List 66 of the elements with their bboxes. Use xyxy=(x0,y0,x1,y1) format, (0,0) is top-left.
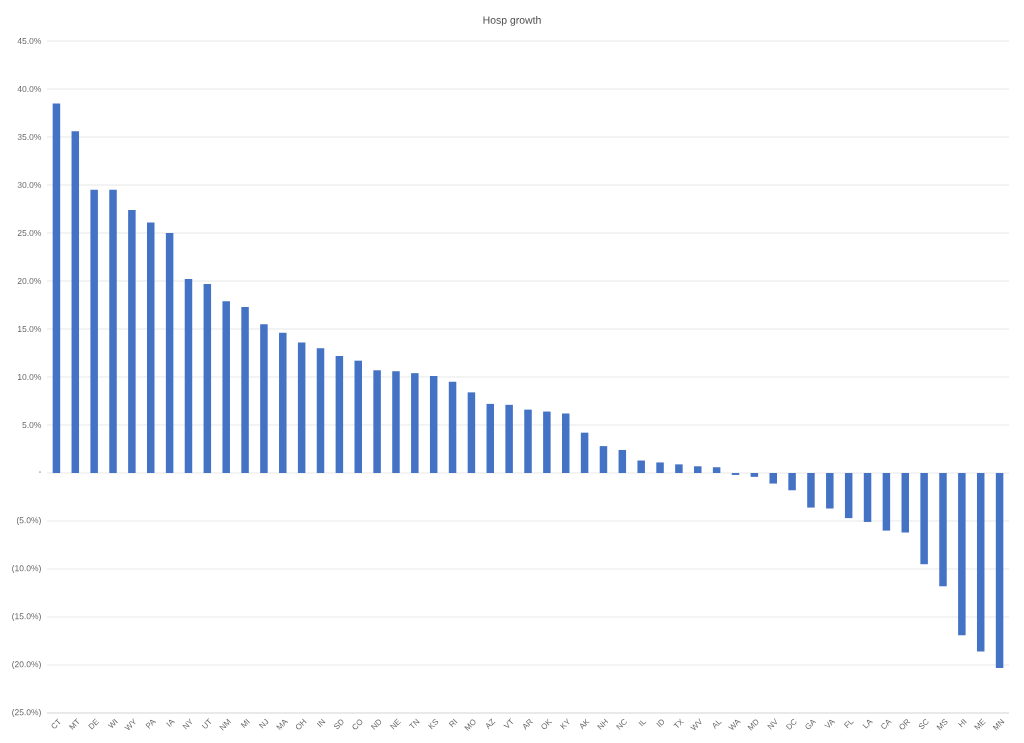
y-tick-label: (20.0%) xyxy=(12,661,41,669)
bar xyxy=(524,409,532,473)
bar xyxy=(656,462,664,473)
y-tick-label: 10.0% xyxy=(17,374,42,380)
bar xyxy=(203,283,212,473)
bar xyxy=(561,413,570,473)
bar xyxy=(505,404,513,473)
bar xyxy=(241,306,249,473)
bar xyxy=(147,222,155,473)
bar xyxy=(71,131,80,473)
chart-title: Hosp growth xyxy=(483,16,541,26)
bar xyxy=(580,432,589,473)
bar xyxy=(184,279,193,473)
bar xyxy=(222,301,230,473)
bar xyxy=(976,473,985,652)
bar xyxy=(52,103,61,473)
bar xyxy=(354,360,362,473)
y-tick-label: 25.0% xyxy=(17,230,42,236)
bar xyxy=(316,348,325,473)
bar xyxy=(863,473,872,522)
bar xyxy=(411,373,419,473)
bar xyxy=(750,473,759,477)
bar xyxy=(335,355,344,473)
bar xyxy=(260,324,268,473)
bar xyxy=(882,473,891,531)
bar xyxy=(712,467,721,473)
bar xyxy=(769,473,777,484)
bar xyxy=(429,376,438,473)
bar xyxy=(958,473,966,636)
bar xyxy=(486,403,495,473)
bar xyxy=(995,473,1004,668)
bar xyxy=(939,473,947,587)
bar xyxy=(599,446,608,473)
bar xyxy=(165,233,174,473)
bar xyxy=(392,371,400,473)
bar xyxy=(543,411,551,473)
y-tick-label: 45.0% xyxy=(17,38,42,44)
bar xyxy=(788,473,796,491)
y-tick-label: 30.0% xyxy=(17,182,42,188)
y-tick-label: - xyxy=(38,471,41,473)
y-tick-label: (15.0%) xyxy=(12,613,41,621)
y-tick-label: 35.0% xyxy=(17,134,42,140)
bar xyxy=(901,473,910,533)
bar xyxy=(807,473,815,508)
bar xyxy=(618,449,627,473)
y-tick-label: 20.0% xyxy=(17,278,42,284)
y-tick-label: (5.0%) xyxy=(16,517,41,525)
bar xyxy=(675,464,683,473)
bar xyxy=(920,473,928,565)
y-tick-label: 5.0% xyxy=(22,422,42,428)
y-tick-label: 40.0% xyxy=(17,86,42,92)
y-tick-label: 15.0% xyxy=(17,326,42,332)
bar xyxy=(109,189,117,473)
bar xyxy=(694,466,702,473)
bar xyxy=(637,460,645,473)
bar xyxy=(826,473,834,509)
bar xyxy=(844,473,853,519)
bar xyxy=(448,381,457,473)
bar xyxy=(467,392,476,473)
y-tick-label: (25.0%) xyxy=(12,709,41,717)
y-tick-label: (10.0%) xyxy=(12,565,41,573)
bar xyxy=(279,332,287,473)
bar xyxy=(90,189,98,473)
bar xyxy=(373,370,381,473)
bar xyxy=(128,209,136,473)
bar xyxy=(297,342,306,473)
